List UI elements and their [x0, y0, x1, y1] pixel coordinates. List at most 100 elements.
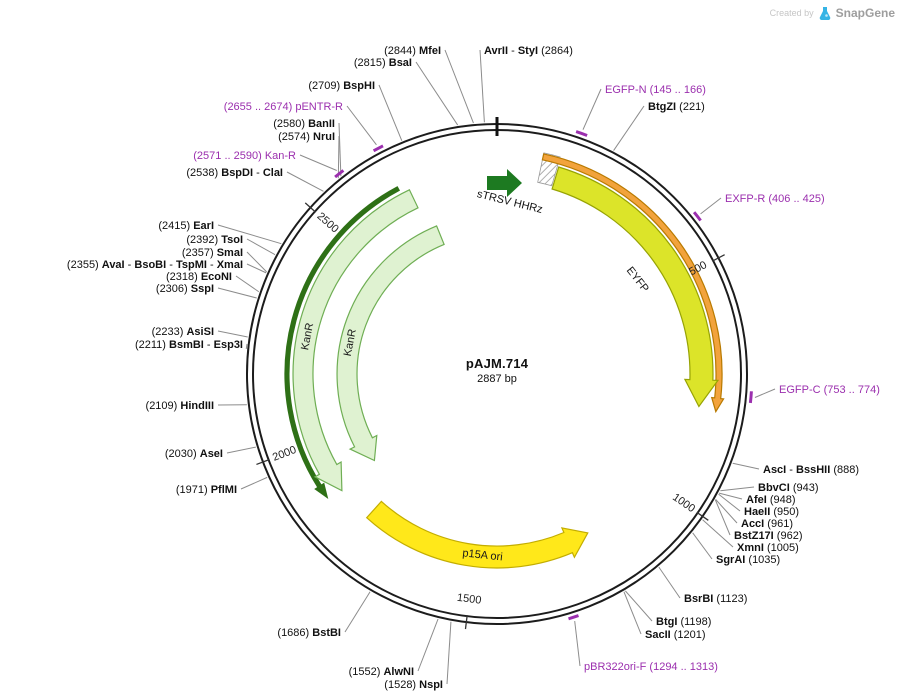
- scale-label-2500: 2500: [314, 210, 340, 235]
- site-leader-xmni: [702, 519, 734, 548]
- eyfp-cds-label[interactable]: EYFP: [624, 265, 651, 295]
- scale-label-1000: 1000: [670, 491, 697, 515]
- site-leader-avrii-styi: [479, 49, 485, 123]
- site-label-econi[interactable]: (2318) EcoNI: [166, 271, 232, 283]
- site-leader-sgrai: [692, 532, 713, 560]
- kanr-inner-label[interactable]: KanR: [342, 328, 359, 357]
- site-leader-mfei: [444, 49, 474, 124]
- site-leader-bsrbi: [658, 566, 681, 599]
- strsv-hhrz-arrow-icon[interactable]: [487, 169, 522, 197]
- site-label-acci[interactable]: AccI (961): [741, 518, 793, 530]
- site-label-haeii[interactable]: HaeII (950): [744, 506, 799, 518]
- site-label-alwni[interactable]: (1552) AlwNI: [349, 666, 414, 678]
- primer-label-kan-r[interactable]: (2571 .. 2590) Kan-R: [193, 150, 296, 162]
- site-leader-sspi: [217, 287, 257, 299]
- site-leader-afei: [718, 492, 743, 500]
- site-label-bsai[interactable]: (2815) BsaI: [354, 57, 412, 69]
- primer-tick-egfp-n: [575, 130, 588, 137]
- site-label-bstz17i[interactable]: BstZ17I (962): [734, 530, 803, 542]
- site-leader-sacii: [623, 591, 642, 635]
- site-leader-asisi: [217, 330, 248, 338]
- site-label-pflmi[interactable]: (1971) PflMI: [176, 484, 237, 496]
- site-label-bsphi[interactable]: (2709) BspHI: [308, 80, 375, 92]
- primer-leader-pentr-r: [346, 105, 377, 146]
- site-label-btgi[interactable]: BtgI (1198): [656, 616, 711, 628]
- site-leader-pflmi: [240, 476, 268, 490]
- site-label-bsmbi-esp3i[interactable]: (2211) BsmBI - Esp3I: [135, 339, 243, 351]
- site-leader-alwni: [417, 618, 439, 672]
- scale-tick-1500: [464, 615, 468, 630]
- site-label-asisi[interactable]: (2233) AsiSI: [152, 326, 214, 338]
- site-label-afei[interactable]: AfeI (948): [746, 494, 796, 506]
- site-label-sacii[interactable]: SacII (1201): [645, 629, 706, 641]
- site-label-asci-bsshii[interactable]: AscI - BssHII (888): [763, 464, 859, 476]
- watermark-brand: SnapGene: [835, 6, 895, 20]
- site-label-bstbi[interactable]: (1686) BstBI: [277, 627, 341, 639]
- kanr-gene-line[interactable]: [284, 186, 401, 500]
- site-label-nspi[interactable]: (1528) NspI: [384, 679, 443, 691]
- eyfp-cds[interactable]: [551, 166, 720, 408]
- primer-label-pbr322ori-f[interactable]: pBR322ori-F (1294 .. 1313): [584, 661, 718, 673]
- kanr-outer-label[interactable]: KanR: [299, 322, 316, 351]
- site-label-bsrbi[interactable]: BsrBI (1123): [684, 593, 747, 605]
- site-label-avrii-styi[interactable]: AvrII - StyI (2864): [484, 45, 573, 57]
- site-leader-acci: [715, 499, 738, 524]
- site-leader-banii: [338, 122, 342, 177]
- primer-label-egfp-n[interactable]: EGFP-N (145 .. 166): [605, 84, 706, 96]
- primer-leader-kan-r: [299, 154, 337, 171]
- site-leader-bbvci: [720, 486, 755, 492]
- site-label-sspi[interactable]: (2306) SspI: [156, 283, 214, 295]
- site-leader-econi: [235, 275, 260, 293]
- site-leader-nspi: [446, 621, 452, 685]
- scale-label-1500: 1500: [456, 592, 482, 607]
- p15a-ori-label[interactable]: p15A ori: [462, 547, 503, 563]
- site-leader-asei: [226, 446, 256, 454]
- primer-leader-egfp-n: [582, 88, 602, 130]
- site-leader-smai: [246, 251, 267, 273]
- site-label-bbvci[interactable]: BbvCI (943): [758, 482, 819, 494]
- watermark: Created by SnapGene: [770, 6, 895, 20]
- kanr-inner[interactable]: [336, 225, 445, 462]
- site-label-bspdi-clai[interactable]: (2538) BspDI - ClaI: [186, 167, 283, 179]
- site-leader-bsai: [415, 61, 459, 126]
- watermark-created-by: Created by: [769, 8, 814, 18]
- site-label-banii[interactable]: (2580) BanII: [273, 118, 335, 130]
- primer-label-pentr-r[interactable]: (2655 .. 2674) pENTR-R: [224, 101, 343, 113]
- scale-tick-1000: [696, 511, 709, 521]
- site-label-avai-bsobi-tspmi-xmai[interactable]: (2355) AvaI - BsoBI - TspMI - XmaI: [67, 259, 243, 271]
- site-label-tsoi[interactable]: (2392) TsoI: [186, 234, 243, 246]
- site-label-btgzi[interactable]: BtgZI (221): [648, 101, 705, 113]
- scale-tick-2000: [256, 458, 270, 466]
- site-label-hindiii[interactable]: (2109) HindIII: [146, 400, 214, 412]
- scale-tick-500: [711, 254, 725, 262]
- primer-label-egfp-c[interactable]: EGFP-C (753 .. 774): [779, 384, 880, 396]
- primer-tick-egfp-c: [748, 391, 753, 404]
- site-leader-haeii: [718, 493, 741, 512]
- site-label-eari[interactable]: (2415) EarI: [158, 220, 214, 232]
- site-leader-bsphi: [378, 84, 403, 141]
- site-label-smai[interactable]: (2357) SmaI: [182, 247, 243, 259]
- primer-leader-exfp-r: [700, 197, 722, 215]
- site-label-nrui[interactable]: (2574) NruI: [278, 131, 335, 143]
- site-label-mfei[interactable]: (2844) MfeI: [384, 45, 441, 57]
- site-leader-btgzi: [613, 105, 645, 151]
- site-leader-tsoi: [246, 238, 276, 256]
- orange-band[interactable]: [541, 153, 725, 414]
- site-label-asei[interactable]: (2030) AseI: [165, 448, 223, 460]
- snapgene-logo-icon: [819, 7, 830, 20]
- primer-tick-pentr-r: [372, 144, 384, 153]
- p15a-ori[interactable]: [365, 500, 589, 569]
- primer-leader-pbr322ori-f: [574, 621, 581, 667]
- kanr-outer[interactable]: [292, 189, 419, 492]
- primer-label-exfp-r[interactable]: EXFP-R (406 .. 425): [725, 193, 825, 205]
- site-leader-avai-bsobi-tspmi-xmai: [246, 263, 267, 274]
- site-leader-btgi: [624, 590, 653, 622]
- site-leader-bsmbi-esp3i: [245, 343, 248, 350]
- site-leader-bstbi: [344, 591, 371, 633]
- site-label-sgrai[interactable]: SgrAI (1035): [716, 554, 780, 566]
- site-leader-eari: [217, 224, 282, 245]
- site-label-xmni[interactable]: XmnI (1005): [737, 542, 799, 554]
- scale-label-2000: 2000: [271, 444, 298, 464]
